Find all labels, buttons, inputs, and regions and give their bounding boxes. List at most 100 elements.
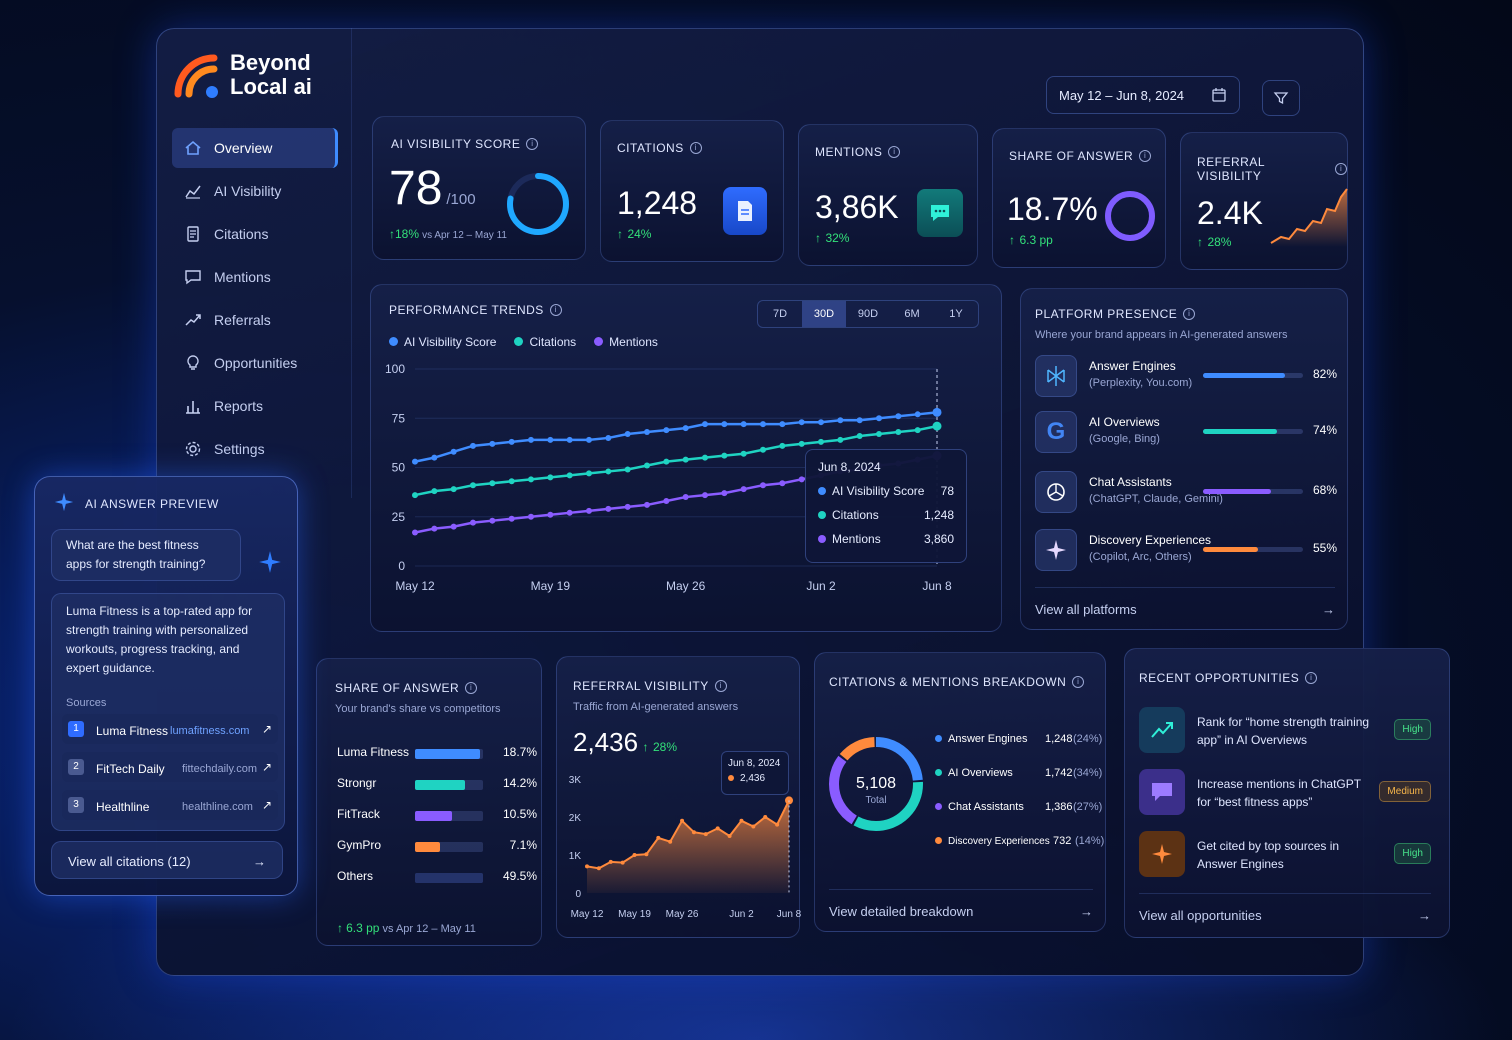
- source-row[interactable]: 3 Healthline healthline.com ↗: [62, 790, 278, 820]
- sidebar-item-mentions[interactable]: Mentions: [172, 257, 338, 297]
- breakdown-total: 5,108: [855, 775, 897, 792]
- source-name: Luma Fitness: [96, 724, 169, 738]
- breakdown-value: 1,386: [1045, 801, 1073, 813]
- sidebar-item-citations[interactable]: Citations: [172, 214, 338, 254]
- external-link-icon[interactable]: ↗: [261, 760, 272, 774]
- chart-legend: AI Visibility Score Citations Mentions: [389, 335, 658, 349]
- data-point: [914, 427, 921, 434]
- tooltip-label: AI Visibility Score: [832, 484, 925, 498]
- calendar-icon: [1212, 88, 1226, 102]
- data-point: [798, 419, 805, 426]
- tab-1y[interactable]: 1Y: [949, 308, 963, 320]
- breakdown-value: 1,742: [1045, 767, 1073, 779]
- legend-label: AI Visibility Score: [404, 335, 497, 349]
- kpi-citations[interactable]: CITATIONS i 1,248 ↑ 24%: [600, 120, 784, 262]
- info-icon[interactable]: i: [1335, 163, 1347, 175]
- sparkle-icon: [259, 551, 281, 573]
- source-row[interactable]: 2 FitTech Daily fittechdaily.com ↗: [62, 752, 278, 782]
- date-range-picker[interactable]: May 12 – Jun 8, 2024: [1046, 76, 1240, 114]
- competitor-name: Luma Fitness: [337, 745, 410, 759]
- tab-7d[interactable]: 7D: [772, 308, 788, 320]
- referral-sparkline: [1270, 188, 1348, 247]
- external-link-icon[interactable]: ↗: [261, 798, 272, 812]
- legend-item-mentions[interactable]: Mentions: [594, 335, 658, 349]
- breakdown-pct: (34%): [1073, 767, 1103, 779]
- kpi-referral-visibility[interactable]: REFERRAL VISIBILITY i 2.4K ↑ 28%: [1180, 132, 1348, 270]
- opportunity-row[interactable]: Increase mentions in ChatGPT for “best f…: [1139, 769, 1431, 819]
- breakdown-pct: (24%): [1073, 733, 1103, 745]
- referral-change: 28%: [652, 740, 678, 754]
- filter-button[interactable]: [1262, 80, 1300, 116]
- info-icon[interactable]: i: [689, 142, 702, 154]
- platform-row-discovery[interactable]: Discovery Experiences (Copilot, Arc, Oth…: [1035, 529, 1337, 573]
- info-icon[interactable]: i: [714, 680, 727, 692]
- donut-segment: [829, 737, 923, 831]
- view-breakdown-link[interactable]: View detailed breakdown →: [829, 889, 1093, 919]
- info-icon[interactable]: i: [1183, 308, 1196, 320]
- sidebar-item-overview[interactable]: Overview: [172, 128, 338, 168]
- data-point: [856, 432, 863, 439]
- kpi-mentions[interactable]: MENTIONS i 3,86K ↑ 32%: [798, 124, 978, 266]
- data-point: [914, 411, 921, 418]
- priority-badge: High: [1394, 843, 1431, 864]
- kpi-share-of-answer[interactable]: SHARE OF ANSWER i 18.7% ↑ 6.3 pp: [992, 128, 1166, 268]
- sidebar-item-label: Referrals: [214, 312, 271, 328]
- breakdown-name: Chat Assistants: [948, 801, 1024, 813]
- sidebar-item-referrals[interactable]: Referrals: [172, 300, 338, 340]
- opportunity-row[interactable]: Rank for “home strength training app” in…: [1139, 707, 1431, 757]
- data-point: [680, 818, 685, 823]
- data-point: [450, 448, 457, 455]
- external-link-icon[interactable]: ↗: [261, 722, 272, 736]
- arrow-up-icon: ↑: [1009, 233, 1015, 247]
- info-icon[interactable]: i: [526, 138, 539, 150]
- tooltip-row: AI Visibility Score 78: [818, 484, 954, 498]
- kpi-title: MENTIONS: [815, 145, 883, 159]
- info-icon[interactable]: i: [1072, 676, 1085, 688]
- view-all-platforms-link[interactable]: View all platforms →: [1035, 587, 1335, 617]
- arrow-up-icon: ↑: [617, 227, 623, 241]
- opportunity-row[interactable]: Get cited by top sources in Answer Engin…: [1139, 831, 1431, 881]
- platform-row-ai-overviews[interactable]: G AI Overviews (Google, Bing) 74%: [1035, 411, 1337, 455]
- legend-item-visibility[interactable]: AI Visibility Score: [389, 335, 496, 349]
- tab-90d[interactable]: 90D: [857, 308, 879, 320]
- source-row[interactable]: 1 Luma Fitness lumafitness.com ↗: [62, 714, 278, 744]
- breakdown-row: Chat Assistants 1,386 (27%): [935, 801, 1105, 813]
- data-point: [528, 513, 534, 520]
- sidebar-item-ai-visibility[interactable]: AI Visibility: [172, 171, 338, 211]
- info-icon[interactable]: i: [1305, 672, 1318, 684]
- sidebar-item-reports[interactable]: Reports: [172, 386, 338, 426]
- competitor-row: Luma Fitness 18.7%: [337, 743, 537, 763]
- tab-6m[interactable]: 6M: [904, 308, 920, 320]
- kpi-ai-visibility[interactable]: AI VISIBILITY SCORE i 78/100 ↑18% vs Apr …: [372, 116, 586, 260]
- kpi-title: REFERRAL VISIBILITY: [1197, 155, 1265, 183]
- legend-item-citations[interactable]: Citations: [514, 335, 576, 349]
- sidebar-item-opportunities[interactable]: Opportunities: [172, 343, 338, 383]
- data-point: [703, 832, 708, 837]
- donut-segment: [829, 737, 923, 831]
- info-icon[interactable]: i: [1139, 150, 1152, 162]
- competitor-name: Strongr: [337, 776, 377, 790]
- link-label: View detailed breakdown: [829, 904, 974, 919]
- info-icon[interactable]: i: [549, 304, 562, 316]
- arrow-up-icon: ↑: [642, 740, 649, 754]
- tab-30d[interactable]: 30D: [802, 301, 846, 327]
- platform-row-chat-assistants[interactable]: Chat Assistants (ChatGPT, Claude, Gemini…: [1035, 471, 1337, 515]
- competitor-bar-fill: [415, 780, 465, 790]
- platform-name: Answer Engines: [1089, 359, 1176, 373]
- x-tick-label: May 12: [571, 909, 604, 920]
- source-url: lumafitness.com: [170, 725, 250, 737]
- platform-row-answer-engines[interactable]: Answer Engines (Perplexity, You.com) 82%: [1035, 355, 1337, 399]
- data-point: [470, 442, 476, 449]
- data-point: [547, 511, 554, 518]
- competitor-row: FitTrack 10.5%: [337, 805, 537, 825]
- info-icon[interactable]: i: [465, 682, 478, 694]
- competitor-value: 7.1%: [509, 838, 537, 852]
- info-icon[interactable]: i: [888, 146, 901, 158]
- platform-bar: [1203, 429, 1303, 434]
- sidebar-item-settings[interactable]: Settings: [172, 429, 338, 469]
- brand-logo[interactable]: Beyond Local ai: [174, 50, 312, 100]
- view-all-citations-button[interactable]: View all citations (12) →: [51, 841, 283, 879]
- view-opportunities-link[interactable]: View all opportunities →: [1139, 893, 1431, 923]
- data-point: [721, 490, 728, 497]
- google-icon: G: [1035, 411, 1077, 453]
